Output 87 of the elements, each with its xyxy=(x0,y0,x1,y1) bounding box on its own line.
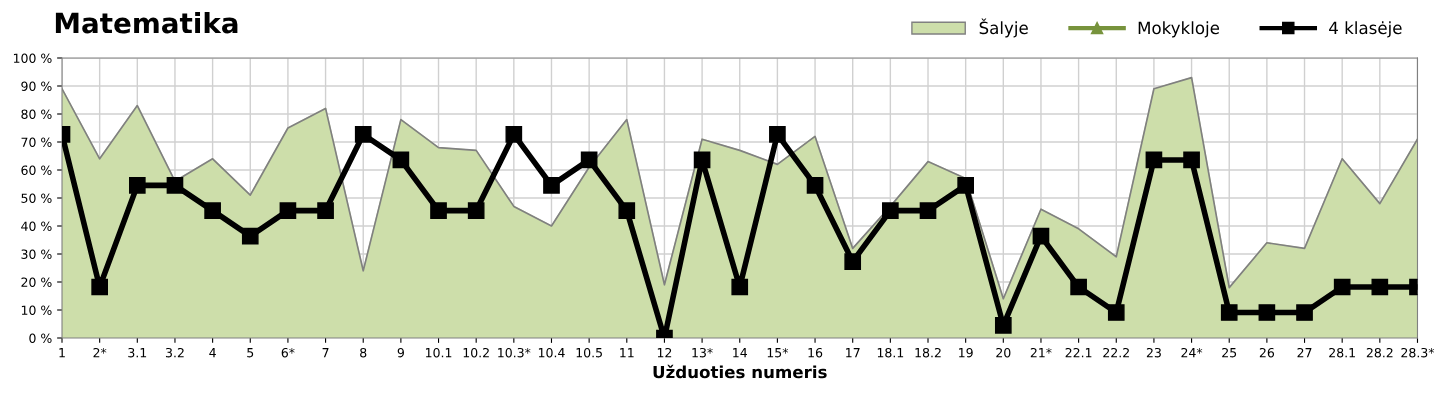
x-tick-label: 24* xyxy=(1181,347,1203,358)
x-tick-label: 17 xyxy=(846,348,860,358)
point xyxy=(580,151,598,169)
x-tick-label: 12 xyxy=(657,347,672,358)
legend-label: Mokykloje xyxy=(1138,21,1220,38)
point xyxy=(505,126,523,143)
x-tick-label: 15* xyxy=(767,347,789,358)
point xyxy=(91,278,108,296)
point xyxy=(1183,151,1200,169)
point xyxy=(994,317,1012,334)
y-tick-label: 20 % xyxy=(21,277,52,287)
y-tick-label: 80 % xyxy=(21,109,52,119)
x-tick-label: 19 xyxy=(959,347,973,358)
x-tick-label: 10.1 xyxy=(425,347,452,358)
point xyxy=(1333,278,1351,296)
point xyxy=(769,126,786,143)
y-tick-label: 60 % xyxy=(21,165,52,175)
x-tick-label: 9 xyxy=(397,347,404,358)
x-tick-label: 5 xyxy=(247,348,254,358)
point xyxy=(392,151,410,169)
x-tick-label: 18.2 xyxy=(915,347,941,358)
y-tick-label: 90 % xyxy=(21,81,52,91)
y-tick-label: 30 % xyxy=(21,249,52,259)
x-axis-title: Užduoties numeris xyxy=(653,364,827,379)
x-tick-label: 2* xyxy=(93,347,107,358)
point xyxy=(1145,151,1163,169)
point xyxy=(166,177,184,194)
point xyxy=(1220,304,1238,321)
x-tick-label: 28.1 xyxy=(1329,347,1355,358)
point xyxy=(844,253,862,270)
legend-label: 4 klasėje xyxy=(1329,21,1402,38)
point xyxy=(128,177,146,194)
point xyxy=(204,202,221,219)
x-tick-label: 25 xyxy=(1222,347,1237,358)
x-tick-label: 18.1 xyxy=(877,347,904,358)
x-tick-label: 27 xyxy=(1297,347,1312,358)
x-tick-label: 11 xyxy=(620,348,634,358)
x-tick-label: 21* xyxy=(1030,347,1052,358)
x-tick-label: 4 xyxy=(209,348,216,358)
x-tick-label: 23 xyxy=(1146,347,1161,358)
x-tick-label: 3.2 xyxy=(165,347,184,358)
x-tick-label: 10.2 xyxy=(463,347,489,358)
x-tick-label: 7 xyxy=(322,348,329,358)
point xyxy=(430,202,447,219)
x-tick-label: 20 xyxy=(996,347,1011,358)
point xyxy=(1032,227,1050,245)
point xyxy=(354,126,372,143)
x-tick-label: 22.2 xyxy=(1103,347,1129,358)
x-tick-label: 28.2 xyxy=(1366,347,1393,358)
x-tick-label: 6* xyxy=(281,347,295,358)
point xyxy=(882,202,899,219)
x-tick-label: 14 xyxy=(733,348,747,358)
point xyxy=(1296,304,1313,321)
y-tick-label: 0 % xyxy=(29,333,52,343)
y-tick-label: 100 % xyxy=(13,53,52,63)
point xyxy=(279,202,297,219)
x-tick-label: 3.1 xyxy=(128,347,147,358)
point xyxy=(693,151,711,169)
x-tick-label: 1 xyxy=(59,348,65,358)
point xyxy=(241,227,259,245)
x-tick-label: 10.4 xyxy=(538,347,565,358)
x-tick-label: 26 xyxy=(1259,347,1275,358)
point xyxy=(1070,278,1087,296)
point xyxy=(919,202,937,219)
y-tick-label: 50 % xyxy=(21,193,52,203)
point xyxy=(731,278,749,296)
y-tick-label: 10 % xyxy=(21,305,52,315)
point xyxy=(467,202,485,219)
point xyxy=(806,177,824,194)
x-tick-label: 10.3* xyxy=(498,347,531,358)
point xyxy=(618,202,636,219)
y-tick-label: 40 % xyxy=(21,221,52,231)
x-tick-label: 10.5 xyxy=(576,347,602,358)
point xyxy=(957,177,974,194)
x-tick-label: 8 xyxy=(360,347,367,358)
x-tick-label: 13* xyxy=(692,347,713,358)
x-tick-label: 22.1 xyxy=(1065,347,1092,358)
x-tick-label: 16 xyxy=(808,347,823,358)
point xyxy=(543,177,560,194)
x-tick-label: 28.3* xyxy=(1401,347,1435,358)
point xyxy=(1107,304,1125,321)
chart-title: Matematika xyxy=(55,12,238,34)
point xyxy=(317,202,334,219)
point xyxy=(1371,278,1389,296)
y-tick-label: 70 % xyxy=(21,137,52,147)
point xyxy=(1258,304,1276,321)
legend-label: Šalyje xyxy=(979,18,1028,38)
